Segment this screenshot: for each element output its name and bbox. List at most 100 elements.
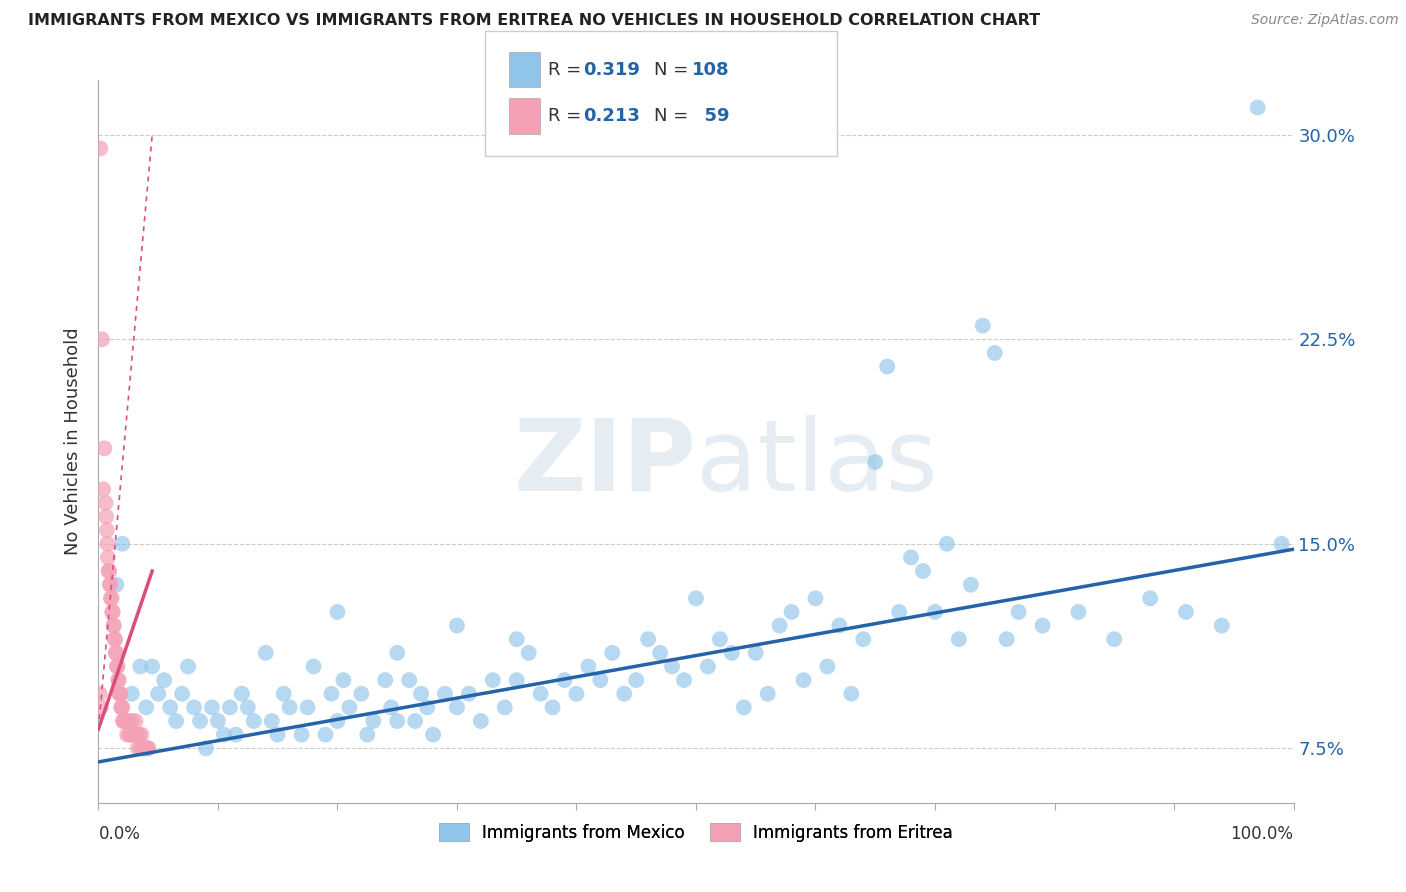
Point [315,728,337,742]
Point [124,714,146,728]
Point [148,687,170,701]
Point [111,537,134,551]
Point [273,687,295,701]
Point [112,714,135,728]
Point [89,687,111,701]
Point [297,700,319,714]
Point [506,632,529,647]
Point [416,700,439,714]
Point [117,714,139,728]
Point [960,577,983,591]
Point [96,537,118,551]
Point [1211,618,1233,632]
Point [589,673,612,687]
Point [380,700,402,714]
Point [231,687,253,701]
Point [745,646,768,660]
Point [105,646,128,660]
Point [111,700,134,714]
Point [96,523,118,537]
Text: 108: 108 [692,61,730,78]
Text: N =: N = [654,107,693,125]
Point [134,741,156,756]
Point [530,687,553,701]
Point [110,687,132,701]
Point [972,318,994,333]
Point [114,714,136,728]
Point [141,659,163,673]
Text: N =: N = [654,61,693,78]
Point [104,646,127,660]
Point [132,741,155,756]
Point [411,687,433,701]
Text: IMMIGRANTS FROM MEXICO VS IMMIGRANTS FROM ERITREA NO VEHICLES IN HOUSEHOLD CORRE: IMMIGRANTS FROM MEXICO VS IMMIGRANTS FRO… [28,13,1040,29]
Point [136,741,159,756]
Point [685,591,707,606]
Text: atlas: atlas [696,415,938,512]
Point [103,618,125,632]
Point [97,550,120,565]
Point [924,605,946,619]
Point [793,673,815,687]
Point [889,605,911,619]
Point [804,591,827,606]
Point [458,687,481,701]
Point [446,618,468,632]
Point [101,605,124,619]
Point [1008,605,1031,619]
Text: 0.319: 0.319 [583,61,640,78]
Point [291,728,314,742]
Point [995,632,1018,647]
Point [177,659,200,673]
Point [332,673,354,687]
Point [115,728,138,742]
Point [756,687,779,701]
Point [135,700,157,714]
Text: R =: R = [548,61,588,78]
Point [650,646,672,660]
Point [876,359,898,374]
Text: 0.0%: 0.0% [98,824,141,843]
Point [254,646,277,660]
Point [110,700,132,714]
Point [494,700,516,714]
Point [121,714,143,728]
Point [865,455,887,469]
Point [554,673,576,687]
Point [578,659,600,673]
Point [912,564,935,578]
Point [107,659,129,673]
Point [225,728,247,742]
Y-axis label: No Vehicles in Household: No Vehicles in Household [65,327,83,556]
Point [100,591,122,606]
Point [93,442,115,456]
Point [350,687,373,701]
Point [260,714,283,728]
Point [506,673,529,687]
Point [626,673,648,687]
Point [115,714,138,728]
Point [97,564,120,578]
Point [852,632,875,647]
Point [339,700,361,714]
Point [948,632,970,647]
Point [817,659,839,673]
Point [385,646,409,660]
Point [697,659,720,673]
Point [278,700,301,714]
Point [91,482,114,496]
Point [363,714,385,728]
Point [100,591,122,606]
Point [118,728,141,742]
Point [1175,605,1198,619]
Point [103,618,125,632]
Point [1139,591,1161,606]
Point [326,605,349,619]
Point [131,728,153,742]
Point [159,700,181,714]
Point [135,741,157,756]
Point [841,687,863,701]
Point [212,728,235,742]
Point [900,550,922,565]
Point [121,687,143,701]
